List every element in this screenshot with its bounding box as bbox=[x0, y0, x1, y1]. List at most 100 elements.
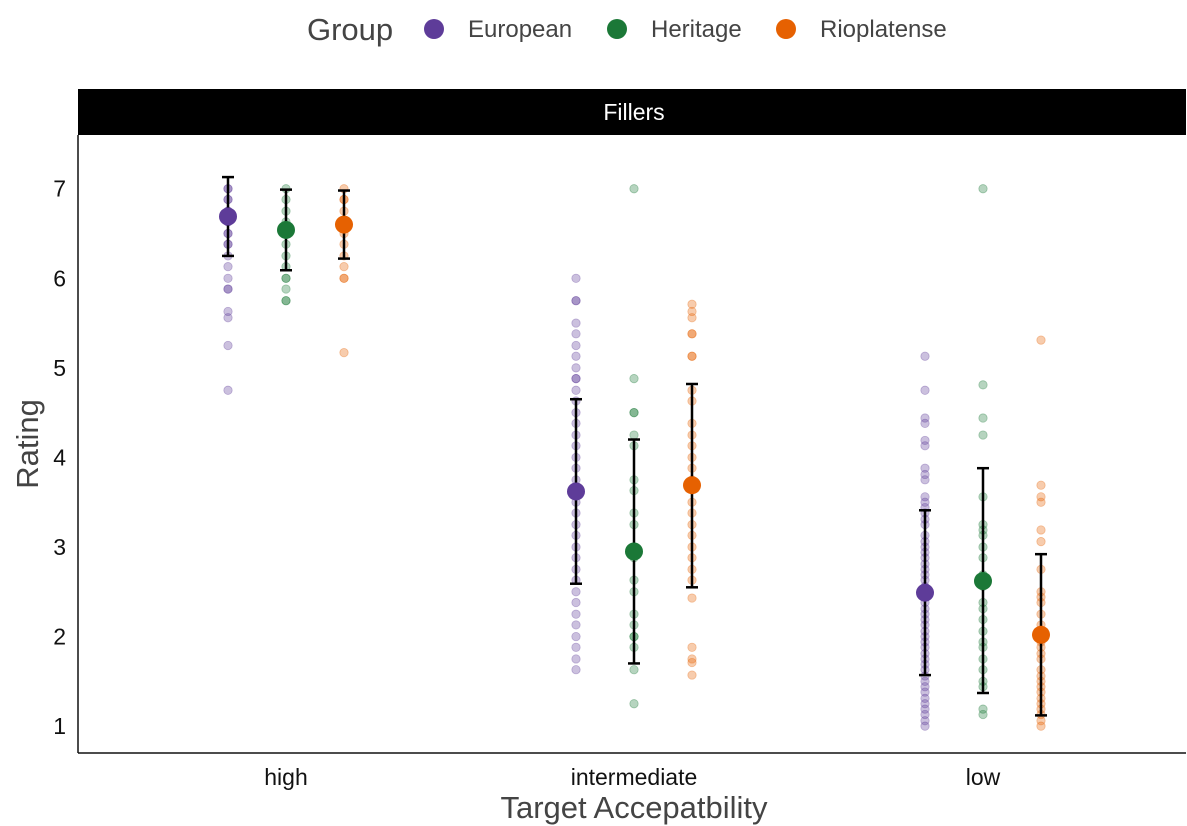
legend-key-european bbox=[424, 19, 444, 39]
data-point bbox=[920, 475, 930, 485]
data-point bbox=[571, 374, 581, 384]
data-point bbox=[571, 654, 581, 664]
data-point bbox=[687, 351, 697, 361]
y-tick-label: 1 bbox=[53, 713, 66, 739]
data-point bbox=[1036, 721, 1046, 731]
data-point bbox=[571, 329, 581, 339]
data-point bbox=[571, 273, 581, 283]
data-point bbox=[223, 284, 233, 294]
data-point bbox=[978, 704, 988, 714]
data-point bbox=[920, 709, 930, 720]
data-point bbox=[223, 262, 233, 272]
data-point bbox=[281, 296, 291, 306]
data-point bbox=[339, 273, 349, 283]
data-point bbox=[920, 704, 930, 714]
data-point bbox=[920, 676, 930, 686]
mean-point bbox=[567, 482, 585, 501]
data-point bbox=[629, 665, 639, 675]
data-point bbox=[1036, 497, 1046, 507]
x-tick-label: high bbox=[264, 764, 307, 790]
data-point bbox=[920, 682, 930, 692]
data-point bbox=[629, 408, 639, 418]
data-point bbox=[687, 329, 697, 339]
y-tick-label: 7 bbox=[53, 176, 66, 202]
data-point bbox=[339, 348, 349, 358]
data-point bbox=[571, 609, 581, 619]
data-point bbox=[687, 313, 697, 323]
data-point bbox=[223, 284, 233, 294]
data-point bbox=[920, 413, 930, 423]
data-point bbox=[571, 296, 581, 306]
data-point bbox=[920, 351, 930, 361]
data-point bbox=[571, 374, 581, 384]
mean-point bbox=[916, 583, 934, 602]
legend-label-european: European bbox=[468, 16, 572, 43]
data-point bbox=[571, 631, 581, 642]
x-axis-title: Target Accepatbility bbox=[500, 790, 768, 825]
data-point bbox=[920, 441, 930, 451]
data-point bbox=[920, 687, 930, 697]
legend-title: Group bbox=[307, 12, 393, 47]
data-point bbox=[920, 469, 930, 480]
data-point bbox=[920, 492, 930, 502]
y-tick-label: 3 bbox=[53, 534, 66, 560]
mean-point bbox=[625, 542, 643, 561]
legend-label-heritage: Heritage bbox=[651, 16, 742, 43]
legend-key-rioplatense bbox=[776, 19, 796, 39]
data-point bbox=[687, 642, 697, 652]
data-point bbox=[571, 363, 581, 373]
data-point bbox=[920, 418, 930, 428]
mean-point bbox=[683, 476, 701, 495]
data-point bbox=[920, 716, 930, 726]
mean-point bbox=[335, 215, 353, 234]
data-point bbox=[687, 299, 697, 309]
data-point bbox=[920, 385, 930, 395]
data-point bbox=[571, 587, 581, 597]
y-tick-label: 5 bbox=[53, 355, 66, 381]
mean-point bbox=[1032, 625, 1050, 644]
data-point bbox=[978, 709, 988, 720]
data-point bbox=[687, 593, 697, 603]
data-point bbox=[1036, 537, 1046, 547]
data-point bbox=[339, 262, 349, 272]
data-point bbox=[629, 184, 639, 194]
data-point bbox=[629, 430, 639, 440]
data-point bbox=[281, 296, 291, 306]
y-axis-ticks: 1 2 3 4 5 6 7 bbox=[53, 176, 66, 739]
legend: Group European Heritage Rioplatense bbox=[307, 12, 947, 47]
y-tick-label: 2 bbox=[53, 624, 66, 650]
data-point bbox=[687, 657, 697, 668]
data-point bbox=[687, 654, 697, 664]
data-point bbox=[281, 284, 291, 294]
data-point bbox=[571, 340, 581, 351]
data-point bbox=[571, 296, 581, 306]
data-point bbox=[339, 273, 349, 283]
data-point bbox=[920, 435, 930, 446]
data-point bbox=[687, 670, 697, 680]
mean-point bbox=[974, 572, 992, 591]
mean-point bbox=[219, 207, 237, 226]
data-point bbox=[223, 385, 233, 395]
y-tick-label: 4 bbox=[53, 444, 66, 470]
data-point bbox=[571, 597, 581, 608]
data-point bbox=[978, 380, 988, 390]
facet-strip bbox=[78, 89, 1186, 135]
data-point bbox=[920, 699, 930, 709]
data-point bbox=[223, 273, 233, 283]
data-point bbox=[223, 313, 233, 323]
data-point bbox=[920, 693, 930, 703]
group-means bbox=[219, 207, 1050, 644]
x-axis-ticks: high intermediate low bbox=[264, 764, 1000, 790]
data-point bbox=[571, 318, 581, 328]
data-point bbox=[920, 721, 930, 731]
data-point bbox=[223, 340, 233, 351]
legend-label-rioplatense: Rioplatense bbox=[820, 16, 947, 43]
x-tick-label: intermediate bbox=[571, 764, 698, 790]
data-point bbox=[223, 306, 233, 317]
data-point bbox=[571, 351, 581, 361]
data-point bbox=[629, 374, 639, 384]
legend-key-heritage bbox=[607, 19, 627, 39]
data-point bbox=[920, 463, 930, 473]
data-point bbox=[687, 306, 697, 317]
